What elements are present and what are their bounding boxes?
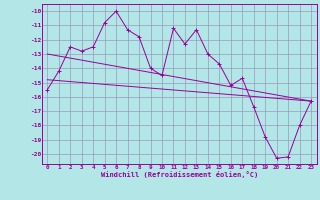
X-axis label: Windchill (Refroidissement éolien,°C): Windchill (Refroidissement éolien,°C) [100,171,258,178]
